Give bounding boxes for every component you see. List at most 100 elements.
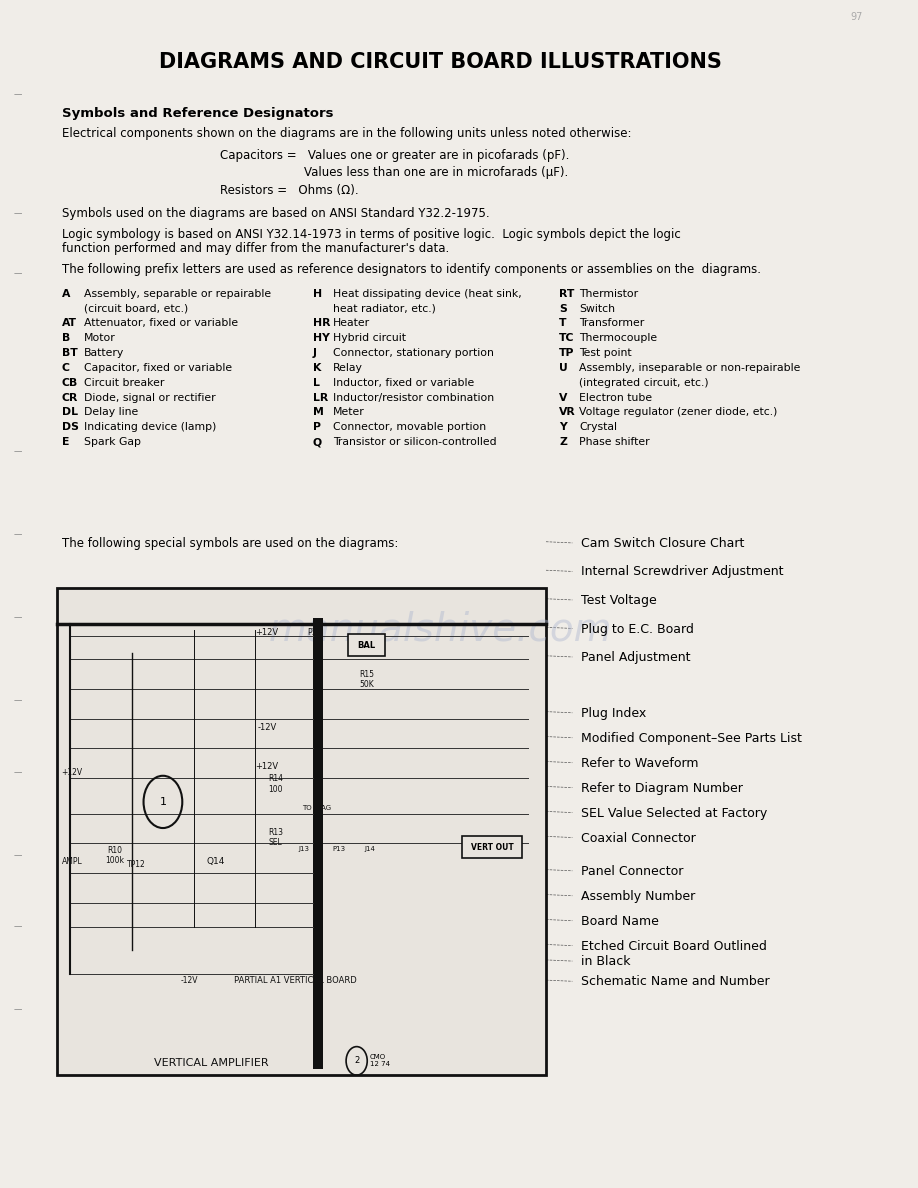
Text: P15: P15 (308, 627, 321, 637)
Text: TP: TP (559, 348, 575, 358)
Text: Electron tube: Electron tube (579, 392, 653, 403)
Text: B: B (62, 333, 70, 343)
Text: Internal Screwdriver Adjustment: Internal Screwdriver Adjustment (581, 565, 784, 579)
Text: TC: TC (559, 333, 575, 343)
Text: P13: P13 (332, 846, 345, 853)
Text: DL: DL (62, 407, 78, 417)
Text: A: A (62, 289, 70, 298)
Text: VERTICAL AMPLIFIER: VERTICAL AMPLIFIER (154, 1059, 269, 1068)
Text: Spark Gap: Spark Gap (84, 437, 140, 447)
Text: Thermocouple: Thermocouple (579, 333, 657, 343)
Text: Symbols used on the diagrams are based on ANSI Standard Y32.2-1975.: Symbols used on the diagrams are based o… (62, 207, 489, 220)
Text: -12V: -12V (181, 975, 198, 985)
Text: M: M (313, 407, 323, 417)
Text: —: — (13, 922, 22, 931)
Text: Test Voltage: Test Voltage (581, 594, 657, 607)
Text: BAL: BAL (357, 640, 375, 650)
Text: Test point: Test point (579, 348, 633, 358)
Text: DIAGRAMS AND CIRCUIT BOARD ILLUSTRATIONS: DIAGRAMS AND CIRCUIT BOARD ILLUSTRATIONS (159, 52, 722, 72)
Text: —: — (13, 767, 22, 777)
Text: Resistors =   Ohms (Ω).: Resistors = Ohms (Ω). (220, 184, 359, 197)
Text: Y: Y (559, 423, 567, 432)
Text: The following special symbols are used on the diagrams:: The following special symbols are used o… (62, 537, 398, 550)
Text: C: C (62, 364, 70, 373)
Text: —: — (13, 90, 22, 100)
Text: Relay: Relay (333, 364, 363, 373)
Text: R15
50K: R15 50K (360, 670, 375, 689)
Bar (463, 836, 522, 858)
Text: manualshive.com: manualshive.com (269, 611, 612, 649)
Bar (57, 588, 546, 1075)
Text: Capacitor, fixed or variable: Capacitor, fixed or variable (84, 364, 231, 373)
Text: function performed and may differ from the manufacturer's data.: function performed and may differ from t… (62, 242, 449, 255)
Text: Refer to Waveform: Refer to Waveform (581, 757, 699, 770)
Text: Electrical components shown on the diagrams are in the following units unless no: Electrical components shown on the diagr… (62, 127, 632, 140)
Text: Cam Switch Closure Chart: Cam Switch Closure Chart (581, 537, 744, 550)
Text: —: — (13, 209, 22, 219)
Text: AT: AT (62, 318, 76, 328)
Text: -12V: -12V (257, 722, 276, 732)
Text: J13: J13 (298, 846, 309, 853)
Text: Assembly, separable or repairable: Assembly, separable or repairable (84, 289, 271, 298)
Text: Modified Component–See Parts List: Modified Component–See Parts List (581, 732, 802, 745)
Text: Circuit breaker: Circuit breaker (84, 378, 164, 387)
Text: Plug Index: Plug Index (581, 707, 646, 720)
Text: Switch: Switch (579, 304, 615, 314)
Text: —: — (13, 613, 22, 623)
Bar (348, 634, 385, 656)
Text: —: — (13, 447, 22, 456)
Text: Delay line: Delay line (84, 407, 138, 417)
Text: VERT OUT: VERT OUT (471, 842, 514, 852)
Text: PARTIAL A1 VERTICAL BOARD: PARTIAL A1 VERTICAL BOARD (234, 975, 356, 985)
Text: heat radiator, etc.): heat radiator, etc.) (333, 304, 436, 314)
Text: (circuit board, etc.): (circuit board, etc.) (84, 304, 188, 314)
Text: Thermistor: Thermistor (579, 289, 639, 298)
Text: Crystal: Crystal (579, 423, 618, 432)
Text: Logic symbology is based on ANSI Y32.14-1973 in terms of positive logic.  Logic : Logic symbology is based on ANSI Y32.14-… (62, 228, 680, 241)
Text: Assembly, inseparable or non-repairable: Assembly, inseparable or non-repairable (579, 364, 800, 373)
Text: Values less than one are in microfarads (μF).: Values less than one are in microfarads … (304, 166, 568, 179)
Text: 97: 97 (851, 12, 863, 21)
Text: Heater: Heater (333, 318, 370, 328)
Text: E: E (62, 437, 69, 447)
Text: —: — (13, 851, 22, 860)
Text: 2: 2 (354, 1056, 359, 1066)
Text: —: — (13, 530, 22, 539)
Text: Etched Circuit Board Outlined: Etched Circuit Board Outlined (581, 940, 767, 953)
Text: P: P (313, 423, 320, 432)
Text: Board Name: Board Name (581, 915, 659, 928)
Text: Motor: Motor (84, 333, 116, 343)
Text: Symbols and Reference Designators: Symbols and Reference Designators (62, 107, 333, 120)
Text: HY: HY (313, 333, 330, 343)
Text: CMO
12 74: CMO 12 74 (370, 1055, 390, 1067)
Text: Meter: Meter (333, 407, 364, 417)
Text: DS: DS (62, 423, 79, 432)
Text: Capacitors =   Values one or greater are in picofarads (pF).: Capacitors = Values one or greater are i… (220, 148, 569, 162)
Text: Refer to Diagram Number: Refer to Diagram Number (581, 782, 743, 795)
Text: Panel Connector: Panel Connector (581, 865, 684, 878)
Text: H: H (313, 289, 321, 298)
Text: Connector, movable portion: Connector, movable portion (333, 423, 486, 432)
Text: R13
SEL: R13 SEL (268, 828, 283, 847)
Text: AMPL: AMPL (62, 857, 83, 866)
Text: Indicating device (lamp): Indicating device (lamp) (84, 423, 216, 432)
Text: T: T (559, 318, 566, 328)
Text: Inductor, fixed or variable: Inductor, fixed or variable (333, 378, 474, 387)
Text: Coaxial Connector: Coaxial Connector (581, 832, 696, 845)
Text: V: V (559, 392, 567, 403)
Text: J14: J14 (364, 846, 375, 853)
Text: Voltage regulator (zener diode, etc.): Voltage regulator (zener diode, etc.) (579, 407, 778, 417)
Text: 1: 1 (160, 797, 166, 807)
Text: +12V: +12V (62, 767, 83, 777)
Text: (integrated circuit, etc.): (integrated circuit, etc.) (579, 378, 709, 387)
Text: R10
100k: R10 100k (105, 846, 124, 865)
Text: +12V: +12V (255, 627, 278, 637)
Text: Q14: Q14 (207, 857, 225, 866)
Text: +12V: +12V (255, 762, 278, 771)
Text: SEL Value Selected at Factory: SEL Value Selected at Factory (581, 807, 767, 820)
Text: TO DIAG: TO DIAG (302, 804, 330, 811)
Text: Attenuator, fixed or variable: Attenuator, fixed or variable (84, 318, 238, 328)
Text: Hybrid circuit: Hybrid circuit (333, 333, 406, 343)
Text: VR: VR (559, 407, 576, 417)
Text: LR: LR (313, 392, 328, 403)
